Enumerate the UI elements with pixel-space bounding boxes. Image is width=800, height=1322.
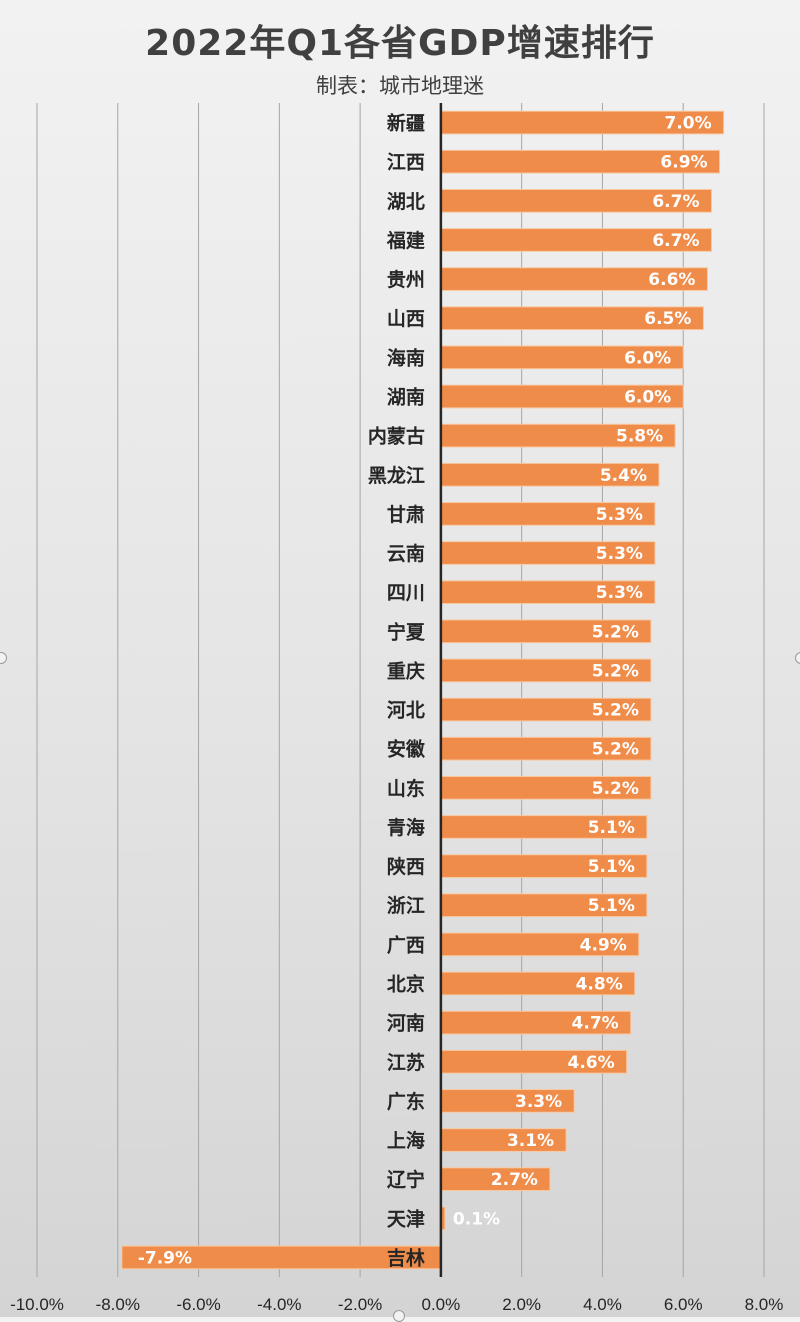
data-label: 5.1% [588,857,635,877]
data-label: 6.9% [660,153,707,173]
category-label: 福建 [386,229,425,252]
data-label: 4.6% [568,1053,615,1073]
data-label: 6.0% [624,348,671,368]
category-label: 新疆 [387,112,425,135]
data-label: 6.6% [648,270,695,290]
x-tick-label: 0.0% [422,1295,461,1314]
chart-title: 2022年Q1各省GDP增速排行 [145,23,655,64]
category-label: 浙江 [387,894,425,917]
data-label: 5.8% [616,427,663,447]
x-tick-label: -4.0% [257,1295,301,1314]
category-label: 江西 [387,152,425,174]
right-resize-handle[interactable] [795,652,800,664]
data-label: 5.2% [592,740,639,760]
data-label: 3.3% [515,1092,562,1112]
category-label: 贵州 [387,269,425,291]
data-label: 6.7% [652,192,699,212]
x-tick-label: -10.0% [10,1295,64,1314]
data-label: 5.1% [588,896,635,916]
category-label: 河北 [387,700,425,722]
category-label: 河南 [387,1013,425,1035]
category-label: 云南 [387,543,425,565]
data-label: 2.7% [491,1170,538,1190]
category-label: 吉林 [387,1246,425,1269]
x-tick-label: -8.0% [96,1295,140,1314]
data-label: 7.0% [664,114,711,134]
category-label: 湖北 [387,191,425,213]
category-label: 辽宁 [387,1168,425,1191]
category-label: 湖南 [387,387,425,409]
category-label: 安徽 [387,738,426,761]
category-label: 天津 [387,1207,425,1230]
bottom-resize-handle[interactable] [393,1310,405,1322]
gridlines [36,103,765,1277]
data-label: 5.1% [588,818,635,838]
data-label: 0.1% [453,1209,500,1229]
x-tick-labels: -10.0% -8.0% -6.0% -4.0% -2.0% 0.0% 2.0% 4.0% 6.… [10,1295,783,1314]
category-label: 广西 [387,933,425,956]
category-label: 青海 [387,816,425,839]
data-label: 4.7% [572,1014,619,1034]
data-label: 5.2% [592,661,639,681]
category-label: 重庆 [387,659,425,682]
data-label: 5.2% [592,779,639,799]
x-tick-label: 4.0% [583,1295,622,1314]
chart-subtitle: 制表：城市地理迷 [316,74,484,98]
data-label: 5.4% [600,466,647,486]
category-label: 四川 [387,582,425,604]
data-label: 5.2% [592,701,639,721]
category-label: 宁夏 [387,620,426,643]
x-tick-label: 8.0% [745,1295,784,1314]
x-tick-label: 2.0% [502,1295,541,1314]
data-label: 6.7% [652,231,699,251]
category-label: 黑龙江 [368,464,425,487]
data-label: 4.8% [576,975,623,995]
category-label: 海南 [387,346,425,369]
x-tick-label: -6.0% [176,1295,220,1314]
category-label: 北京 [387,973,425,996]
data-label: 3.1% [507,1131,554,1151]
data-label: 4.9% [580,935,627,955]
category-label: 甘肃 [387,503,425,526]
x-tick-label: 6.0% [664,1295,703,1314]
data-label: 5.3% [596,583,643,603]
category-label: 山东 [387,777,425,800]
data-label: 6.0% [624,388,671,408]
category-label: 陕西 [387,855,425,878]
data-label: 5.2% [592,622,639,642]
category-label: 山西 [387,308,425,330]
category-label: 内蒙古 [368,425,425,448]
data-label: 5.3% [596,505,643,525]
category-label: 广东 [387,1090,425,1113]
data-label: -7.9% [138,1248,192,1268]
data-label: 5.3% [596,544,643,564]
category-label: 上海 [387,1129,425,1152]
category-labels: 新疆江西湖北福建贵州山西海南湖南内蒙古黑龙江甘肃云南四川宁夏重庆河北安徽山东青海… [368,112,426,1270]
category-label: 江苏 [387,1051,425,1074]
data-labels: 7.0% 6.9% 6.7% 6.7% 6.6% 6.5% 6.0% 6.0% 5.8% 5.4%… [138,114,712,1269]
data-label: 6.5% [644,309,691,329]
x-tick-label: -2.0% [338,1295,382,1314]
